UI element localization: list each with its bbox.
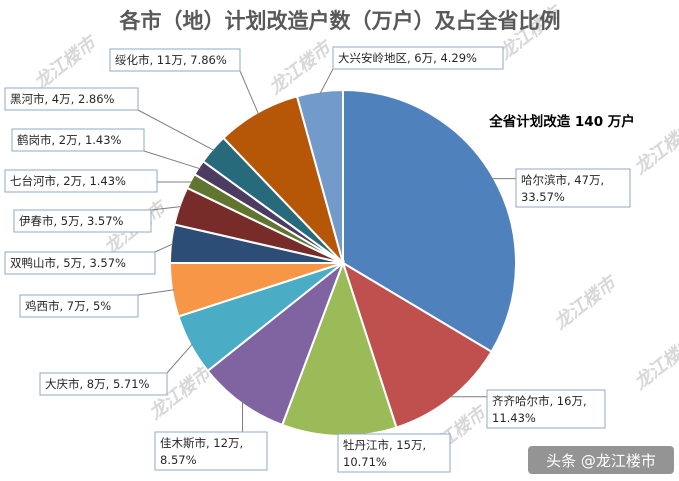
watermark-text: 龙江楼市 (265, 36, 337, 99)
watermark-text: 龙江楼市 (550, 271, 622, 334)
watermark-text: 龙江楼市 (630, 331, 679, 394)
leader-line (319, 68, 334, 94)
slice-label: 大兴安岭地区, 6万, 4.29% (332, 46, 504, 70)
credit-badge: 头条 @龙江楼市 (528, 446, 674, 474)
slice-label-text: 牡丹江市, 15万, (343, 438, 426, 452)
credit-text: 头条 @龙江楼市 (546, 452, 656, 470)
leader-line (137, 289, 175, 296)
slice-label: 齐齐哈尔市, 16万, 11.43% (486, 389, 606, 429)
slice-label: 佳木斯市, 12万, 8.57% (154, 431, 268, 471)
leader-lines (137, 68, 516, 434)
chart-subtitle: 全省计划改造 140 万户 (488, 113, 635, 130)
leader-line (150, 206, 182, 211)
slice-label-text: 双鸭山市, 5万, 3.57% (10, 256, 126, 270)
slice-label-percent: 8.57% (160, 453, 197, 467)
slice-label-percent: 10.71% (343, 455, 387, 469)
pie-slice (341, 260, 493, 429)
leader-line (137, 109, 215, 151)
pie-slices (168, 88, 517, 437)
pie-slice (206, 259, 346, 427)
slice-label-text: 七台河市, 2万, 1.43% (10, 174, 126, 188)
slice-label-text: 齐齐哈尔市, 16万, (492, 394, 587, 408)
pie-slice (295, 88, 344, 264)
slice-label-text: 大兴安岭地区, 6万, 4.29% (338, 51, 477, 65)
slice-label-text: 黑河市, 4万, 2.86% (10, 92, 115, 106)
slice-label-text: 佳木斯市, 12万, (160, 436, 243, 450)
slice-label-text: 伊春市, 5万, 3.57% (19, 214, 124, 228)
slice-label: 伊春市, 5万, 3.57% (13, 209, 152, 233)
slice-label: 黑河市, 4万, 2.86% (4, 87, 139, 111)
chart-title: 各市（地）计划改造户数（万户）及占全省比例 (119, 9, 561, 33)
slice-label-percent: 33.57% (521, 190, 565, 204)
watermark-text: 龙江楼市 (30, 31, 102, 94)
slice-label-text: 鸡西市, 7万, 5% (25, 299, 111, 313)
slice-label: 哈尔滨市, 47万, 33.57% (515, 168, 631, 208)
leader-line (166, 343, 193, 374)
slice-label-text: 绥化市, 11万, 7.86% (115, 53, 227, 67)
slice-label: 牡丹江市, 15万, 10.71% (337, 433, 451, 473)
leader-line (143, 150, 201, 170)
slice-label: 鹤岗市, 2万, 1.43% (11, 128, 145, 152)
slice-label: 七台河市, 2万, 1.43% (4, 169, 158, 193)
leader-line (239, 70, 260, 115)
watermark-text: 龙江楼市 (630, 116, 679, 179)
slice-label: 双鸭山市, 5万, 3.57% (4, 251, 156, 275)
slice-label: 绥化市, 11万, 7.86% (109, 48, 241, 72)
leader-line (154, 243, 174, 253)
slice-label-text: 鹤岗市, 2万, 1.43% (17, 133, 122, 147)
pie-slice (342, 88, 517, 354)
slice-label-text: 大庆市, 8万, 5.71% (45, 377, 150, 391)
slice-label: 大庆市, 8万, 5.71% (39, 372, 168, 396)
slice-label: 鸡西市, 7万, 5% (19, 294, 139, 318)
slice-label-text: 哈尔滨市, 47万, (521, 173, 604, 187)
slice-label-percent: 11.43% (492, 411, 536, 425)
slice-labels: 哈尔滨市, 47万, 33.57% 齐齐哈尔市, 16万, 11.43% 牡丹江市, 1… (4, 46, 631, 473)
